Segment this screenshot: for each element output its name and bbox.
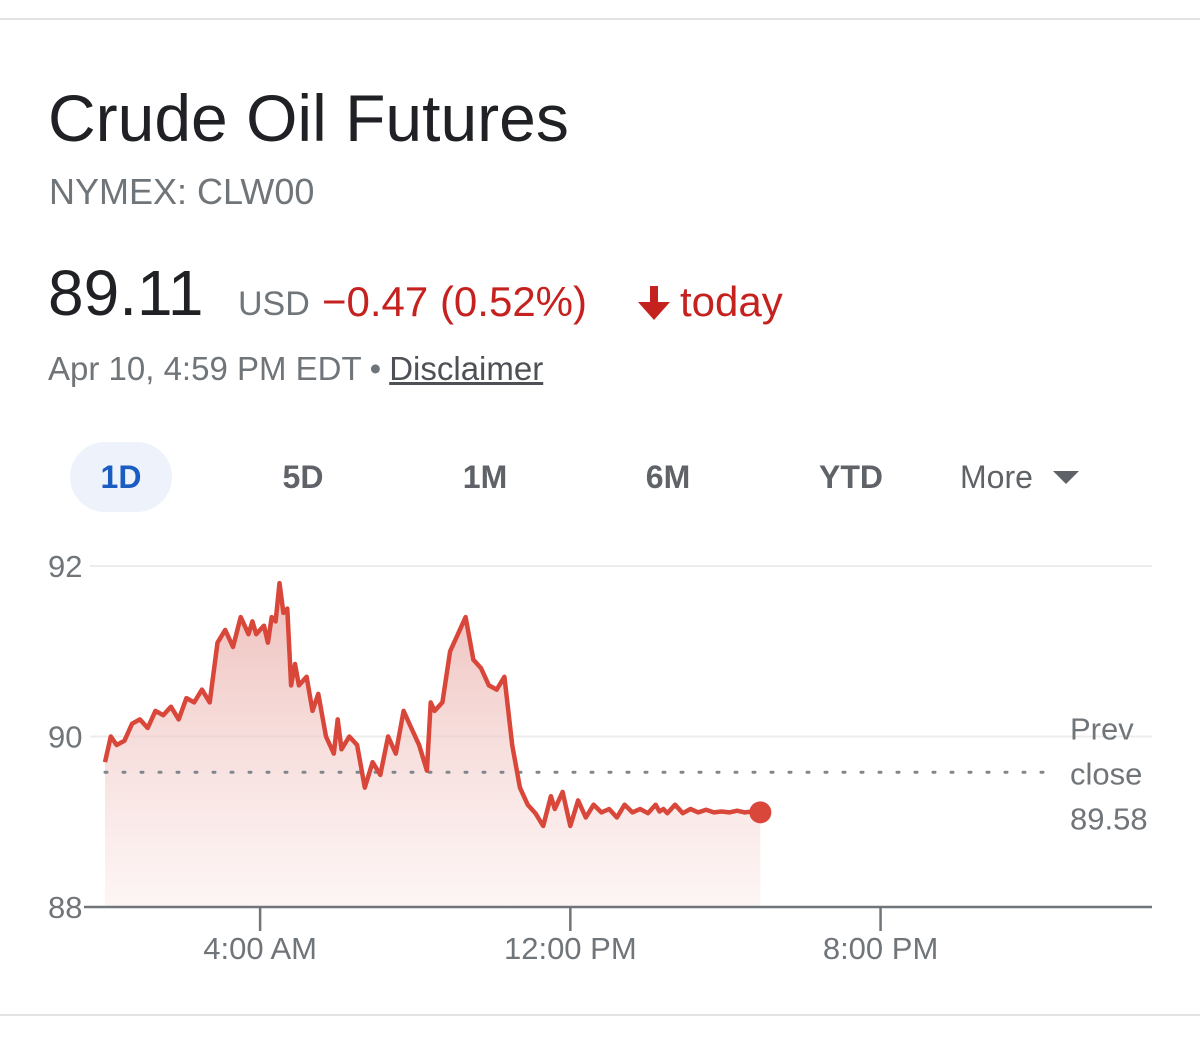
bottom-divider	[0, 1014, 1200, 1016]
x-tick-label: 4:00 AM	[203, 931, 317, 966]
page-title: Crude Oil Futures	[48, 81, 569, 155]
tab-1d[interactable]: 1D	[70, 442, 172, 512]
tab-5d[interactable]: 5D	[282, 459, 324, 495]
current-price: 89.11	[48, 257, 204, 329]
more-label: More	[960, 459, 1033, 495]
price-area-fill	[105, 583, 761, 907]
chevron-down-icon	[1052, 471, 1079, 485]
x-tick-label: 8:00 PM	[823, 931, 938, 966]
timestamp-row: Apr 10, 4:59 PM EDT • Disclaimer	[48, 348, 543, 390]
arrow-down-icon	[638, 286, 670, 320]
prev-close-value: 89.58	[1070, 801, 1148, 836]
last-price-dot	[749, 801, 772, 824]
disclaimer-link[interactable]: Disclaimer	[389, 350, 544, 387]
prev-close-label: Prev	[1070, 711, 1134, 746]
y-tick-label: 92	[48, 549, 82, 584]
top-divider	[0, 18, 1200, 20]
separator-dot: •	[369, 350, 382, 387]
y-tick-label: 88	[48, 890, 82, 925]
prev-close-label-2: close	[1070, 756, 1142, 791]
price-chart[interactable]: 92 90 88 4:00 AM 12:00 PM 8:00 PM Prev close…	[0, 530, 1200, 980]
more-dropdown[interactable]: More	[960, 442, 1120, 512]
y-tick-label: 90	[48, 720, 82, 755]
tab-6m[interactable]: 6M	[645, 459, 691, 495]
change-period: today	[680, 278, 783, 325]
price-change: −0.47 (0.52%)	[322, 278, 588, 325]
quote-timestamp: Apr 10, 4:59 PM EDT	[48, 350, 362, 387]
tab-ytd[interactable]: YTD	[819, 459, 883, 495]
price-line	[102, 580, 761, 829]
currency-label: USD	[238, 285, 310, 323]
ticker-symbol: NYMEX: CLW00	[49, 171, 315, 212]
x-tick-label: 12:00 PM	[504, 931, 637, 966]
tab-1m[interactable]: 1M	[462, 459, 508, 495]
